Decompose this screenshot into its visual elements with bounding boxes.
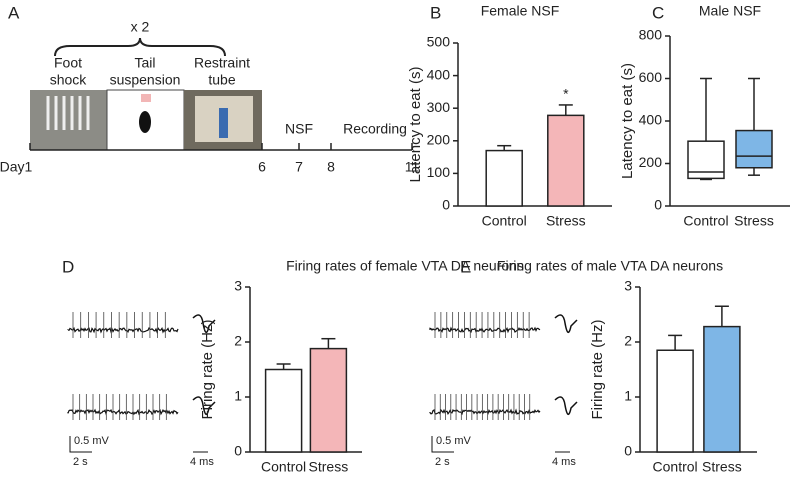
scale-time: 2 s	[73, 456, 88, 468]
brace	[54, 37, 226, 57]
event-label: NSF	[285, 121, 313, 137]
stressor-label: Tail	[134, 55, 155, 71]
bar	[656, 349, 694, 453]
scale-ms: 4 ms	[552, 456, 576, 468]
bar	[264, 368, 303, 453]
chart-title: Firing rates of male VTA DA neurons	[497, 258, 723, 274]
scale-voltage: 0.5 mV	[436, 435, 472, 447]
y-tick-label: 600	[639, 69, 663, 85]
chart-title: Male NSF	[699, 3, 761, 19]
scale-ms: 4 ms	[190, 456, 214, 468]
foot-shock-photo	[30, 90, 107, 150]
y-tick-label: 0	[654, 197, 662, 213]
y-tick-label: 500	[427, 34, 451, 50]
x-tick-label: Control	[683, 213, 728, 229]
x-tick-label: Control	[653, 459, 698, 473]
day-label: Day1	[0, 159, 33, 175]
y-axis-label: Latency to eat (s)	[619, 63, 636, 179]
spike-waveform	[192, 314, 216, 333]
x-tick-label: Control	[482, 213, 527, 229]
x-tick-label: Stress	[309, 459, 349, 473]
annotation: *	[563, 86, 569, 102]
scale-bar	[431, 436, 454, 453]
y-tick-label: 400	[427, 66, 451, 82]
chart-title: Firing rates of female VTA DA neurons	[286, 258, 524, 274]
trace-noise	[429, 408, 541, 416]
y-axis-label: Firing rate (Hz)	[199, 319, 216, 419]
bar	[485, 149, 523, 207]
bar	[309, 347, 348, 453]
y-tick-label: 800	[639, 27, 663, 43]
event-label: Recording	[343, 121, 407, 137]
panel-label: A	[8, 3, 20, 22]
x-tick-label: Control	[261, 459, 306, 473]
day-label: 7	[295, 159, 303, 175]
day-label: 11	[405, 159, 420, 175]
scale-time: 2 s	[435, 456, 450, 468]
y-axis-label: Latency to eat (s)	[407, 67, 424, 183]
spike-waveform	[554, 396, 578, 415]
day-label: 8	[327, 159, 335, 175]
scale-bar	[69, 436, 92, 453]
panel-label: C	[652, 3, 664, 22]
bar	[703, 325, 741, 453]
trace-noise	[67, 408, 179, 416]
y-tick-label: 300	[427, 99, 451, 115]
panel-label: D	[62, 257, 74, 276]
y-tick-label: 200	[427, 132, 451, 148]
box	[735, 129, 773, 169]
spike-waveform	[192, 396, 216, 415]
panel-label: B	[430, 3, 441, 22]
y-tick-label: 3	[234, 278, 242, 294]
box	[687, 140, 725, 180]
y-tick-label: 1	[234, 388, 242, 404]
scale-voltage: 0.5 mV	[74, 435, 110, 447]
y-tick-label: 0	[442, 197, 450, 213]
y-tick-label: 400	[639, 112, 663, 128]
trace-noise	[67, 326, 179, 334]
y-tick-label: 2	[234, 333, 242, 349]
y-tick-label: 0	[234, 443, 242, 459]
stressor-label: shock	[50, 72, 88, 88]
tube	[219, 108, 228, 138]
x-tick-label: Stress	[734, 213, 774, 229]
stressor-label: Restraint	[194, 55, 250, 71]
repeat-label: x 2	[131, 19, 150, 35]
y-tick-label: 1	[624, 388, 632, 404]
x-tick-label: Stress	[702, 459, 742, 473]
trace-noise	[429, 326, 541, 334]
stressor-label: suspension	[110, 72, 181, 88]
y-tick-label: 100	[427, 164, 451, 180]
y-tick-label: 200	[639, 154, 663, 170]
x-tick-label: Stress	[546, 213, 586, 229]
grid-bars	[46, 96, 90, 130]
tape	[141, 94, 151, 102]
mouse	[139, 111, 151, 133]
y-tick-label: 0	[624, 443, 632, 459]
day-label: 6	[258, 159, 266, 175]
bar	[547, 114, 585, 207]
stressor-label: Foot	[54, 55, 82, 71]
y-axis-label: Firing rate (Hz)	[589, 319, 606, 419]
stressor-label: tube	[208, 72, 235, 88]
panel-label: E	[460, 257, 471, 276]
y-tick-label: 2	[624, 333, 632, 349]
y-tick-label: 3	[624, 278, 632, 294]
panel-a-art	[30, 37, 262, 151]
chart-title: Female NSF	[481, 3, 560, 19]
spike-waveform	[554, 314, 578, 333]
